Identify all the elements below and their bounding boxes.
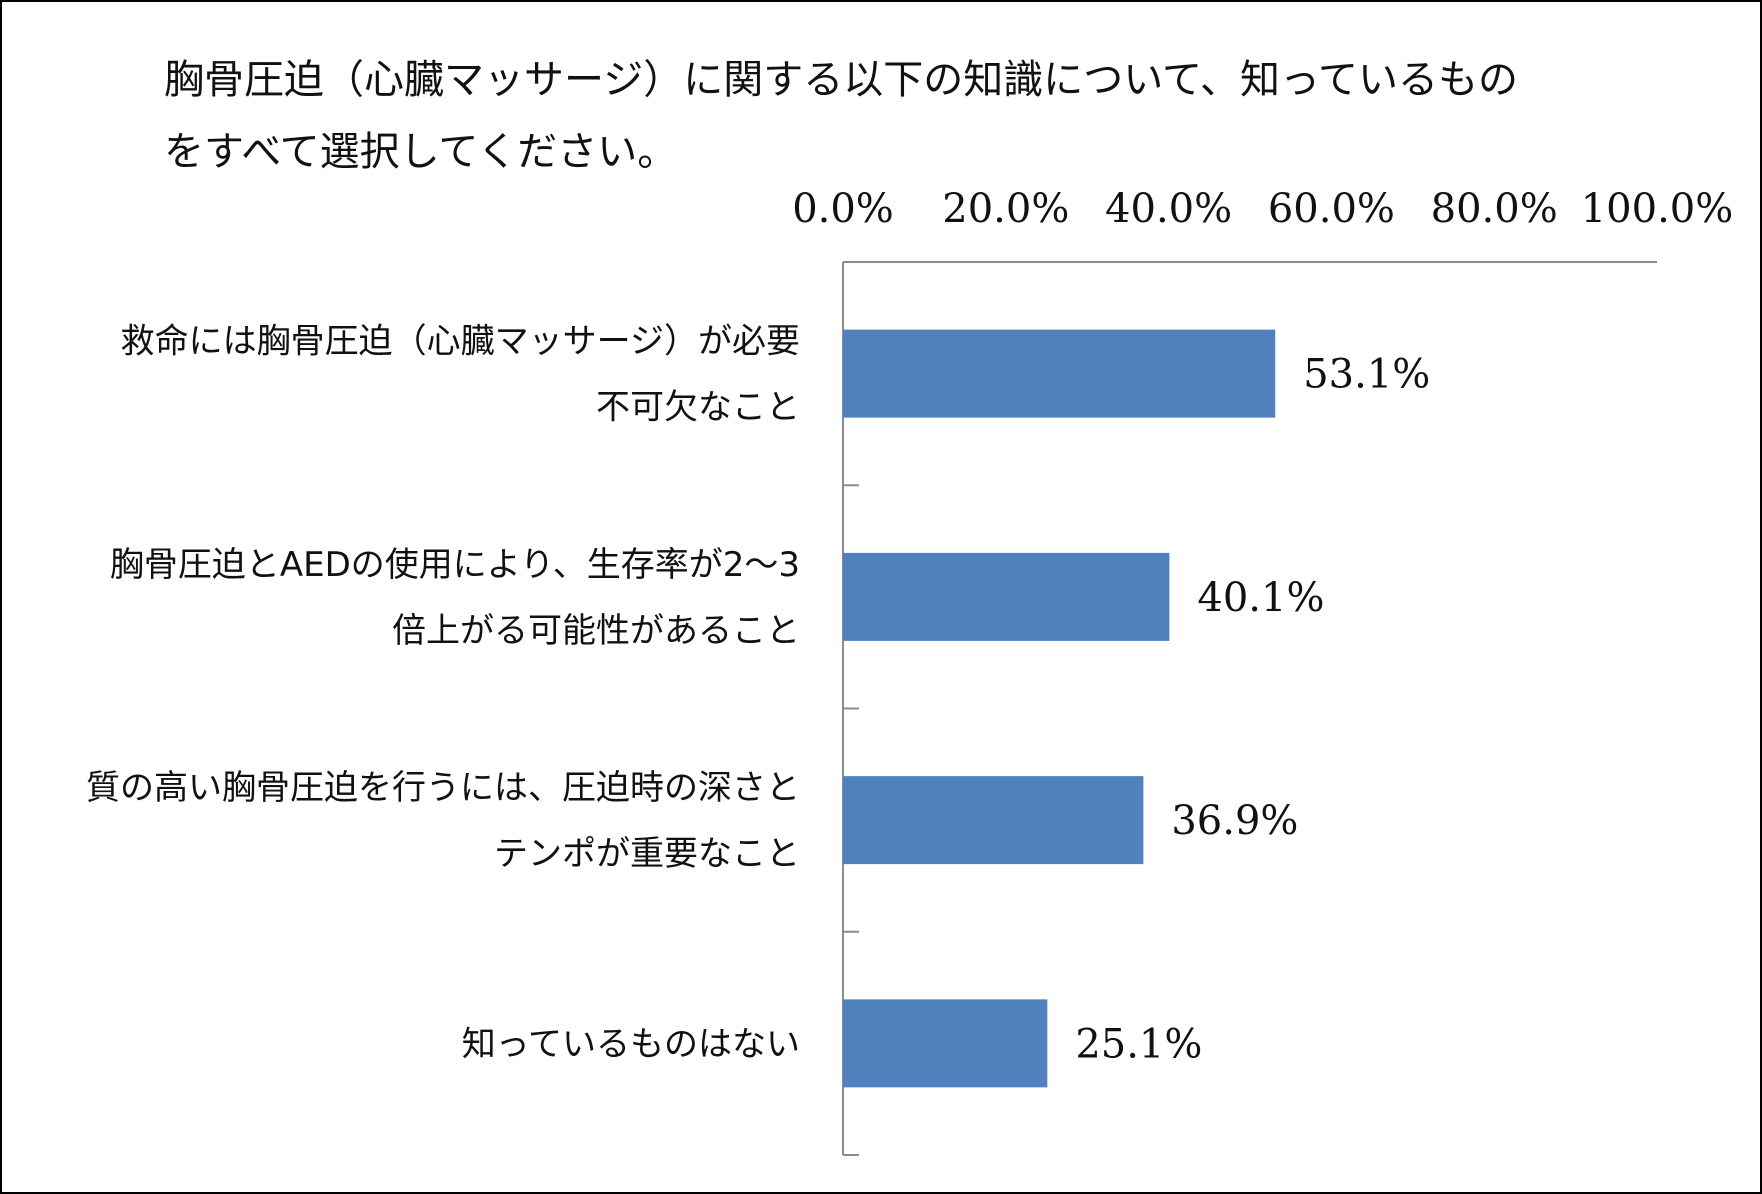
category-label: 不可欠なこと (596, 388, 800, 428)
chart-title: 胸骨圧迫（心臓マッサージ）に関する以下の知識について、知っているもの をすべて選… (164, 44, 1564, 188)
x-tick-label: 40.0% (1105, 186, 1232, 232)
x-tick-label: 0.0% (792, 186, 894, 232)
value-label: 36.9% (1171, 798, 1298, 844)
category-label: 倍上がる可能性があること (392, 611, 800, 651)
category-label: テンポが重要なこと (494, 834, 800, 874)
value-label: 40.1% (1197, 575, 1324, 621)
chart-title-line-2: をすべて選択してください。 (164, 129, 678, 175)
category-label: 知っているものはない (462, 1024, 800, 1064)
x-tick-label: 100.0% (1581, 186, 1734, 232)
value-label: 25.1% (1075, 1021, 1202, 1067)
x-axis-tick-labels: 0.0% 20.0% 40.0% 60.0% 80.0% 100.0% (792, 186, 1733, 232)
x-tick-label: 80.0% (1431, 186, 1558, 232)
category-label: 胸骨圧迫とAEDの使用により、生存率が2～3 (110, 545, 800, 585)
bar (843, 776, 1144, 865)
category-label: 救命には胸骨圧迫（心臓マッサージ）が必要 (121, 322, 800, 362)
x-tick-label: 60.0% (1268, 186, 1395, 232)
category-labels: 救命には胸骨圧迫（心臓マッサージ）が必要不可欠なこと胸骨圧迫とAEDの使用により… (86, 322, 800, 1065)
bar (843, 552, 1170, 641)
x-tick-label: 20.0% (942, 186, 1069, 232)
value-label: 53.1% (1303, 352, 1430, 398)
chart-title-line-1: 胸骨圧迫（心臓マッサージ）に関する以下の知識について、知っているもの (164, 57, 1518, 103)
bar (843, 999, 1048, 1088)
bars (843, 329, 1276, 1088)
value-labels: 53.1% 40.1% 36.9% 25.1% (1075, 352, 1430, 1068)
category-label: 質の高い胸骨圧迫を行うには、圧迫時の深さと (86, 768, 800, 808)
bar (843, 329, 1276, 418)
